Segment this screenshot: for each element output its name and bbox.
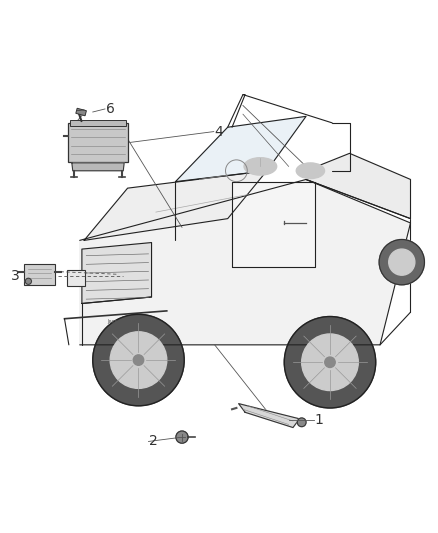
Bar	[67, 270, 85, 286]
Polygon shape	[84, 171, 267, 240]
Circle shape	[133, 355, 144, 365]
Polygon shape	[72, 163, 124, 171]
Circle shape	[284, 317, 376, 408]
Text: 3: 3	[11, 269, 20, 283]
Circle shape	[25, 278, 32, 284]
Text: 1: 1	[315, 413, 324, 427]
Polygon shape	[232, 182, 315, 266]
Polygon shape	[80, 180, 410, 345]
Circle shape	[93, 314, 184, 406]
Polygon shape	[306, 154, 410, 219]
Ellipse shape	[244, 158, 277, 175]
Circle shape	[389, 249, 415, 275]
Circle shape	[302, 334, 358, 391]
Ellipse shape	[296, 163, 325, 179]
Bar	[76, 108, 86, 116]
Text: 4: 4	[215, 125, 223, 139]
Circle shape	[379, 239, 424, 285]
Text: 2: 2	[149, 434, 158, 448]
Circle shape	[110, 332, 167, 389]
Polygon shape	[176, 116, 306, 182]
Polygon shape	[239, 403, 300, 427]
Circle shape	[297, 418, 306, 426]
Bar	[70, 120, 126, 126]
Polygon shape	[82, 243, 152, 303]
Circle shape	[325, 357, 335, 367]
Bar	[67, 123, 128, 162]
Bar	[24, 264, 55, 285]
Text: 6: 6	[106, 102, 115, 116]
Circle shape	[176, 431, 188, 443]
Text: Jeep: Jeep	[107, 319, 118, 324]
